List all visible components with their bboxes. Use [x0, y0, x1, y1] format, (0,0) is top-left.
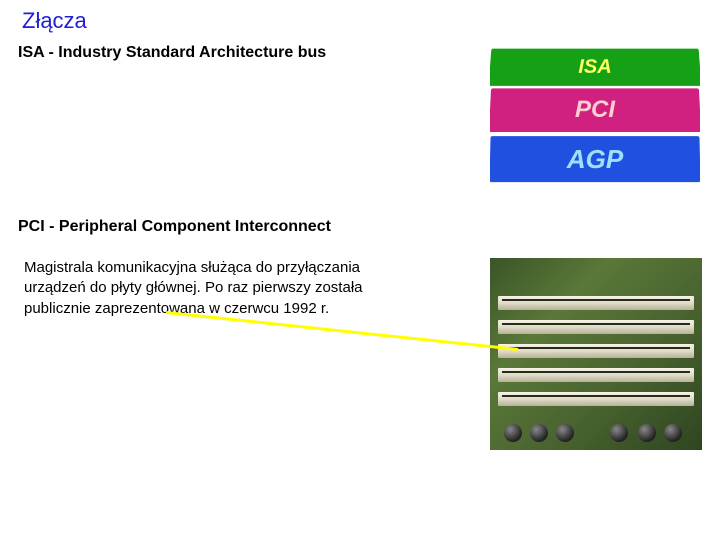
mobo-pci-slot: [498, 344, 694, 358]
isa-heading: ISA - Industry Standard Architecture bus: [18, 44, 326, 62]
mobo-pci-slot: [498, 368, 694, 382]
mobo-pci-slot: [498, 320, 694, 334]
bus-types-illustration: ISA PCI AGP: [490, 44, 700, 184]
page-title: Złącza: [22, 8, 87, 34]
mobo-capacitor: [504, 424, 522, 442]
mobo-pci-slot: [498, 392, 694, 406]
pci-heading: PCI - Peripheral Component Interconnect: [18, 218, 331, 236]
mobo-capacitor: [638, 424, 656, 442]
mobo-capacitor: [530, 424, 548, 442]
pci-description: Magistrala komunikacyjna służąca do przy…: [24, 258, 384, 319]
mobo-capacitor: [664, 424, 682, 442]
motherboard-illustration: [490, 258, 702, 450]
mobo-capacitor: [610, 424, 628, 442]
mobo-capacitor: [556, 424, 574, 442]
pci-slot-label: PCI: [490, 88, 700, 132]
agp-slot-label: AGP: [490, 136, 700, 182]
mobo-pci-slot: [498, 296, 694, 310]
isa-slot-label: ISA: [490, 49, 700, 86]
